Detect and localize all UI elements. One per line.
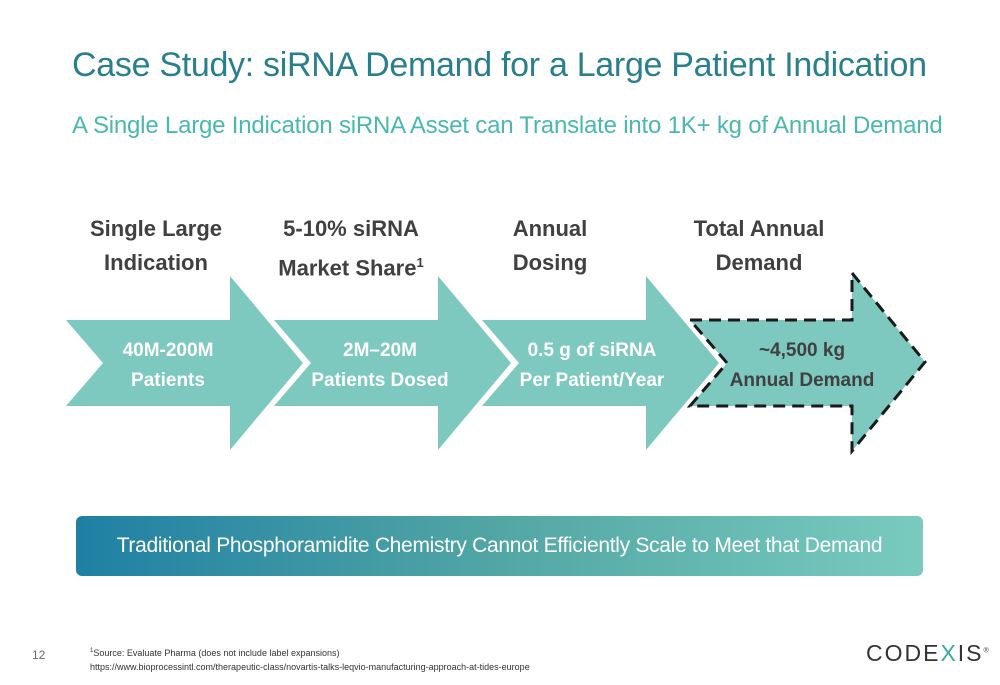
registered-mark: ® [983,647,989,655]
footnote: 1Source: Evaluate Pharma (does not inclu… [90,644,530,674]
footnote-url: https://www.bioprocessintl.com/therapeut… [90,662,530,672]
step-4-value-line1: ~4,500 kg [758,340,846,361]
step-1-value-line1: 40M-200M [122,340,214,361]
step-3-value-line1: 0.5 g of siRNA [527,340,657,361]
step-1-heading-line2: Indication [104,250,208,275]
step-3-value: 0.5 g of siRNA Per Patient/Year [492,336,692,396]
step-2-heading-line2: Market Share [278,255,417,281]
step-2-value-line1: 2M–20M [343,340,417,361]
page-number: 12 [32,648,46,662]
step-4-heading-line2: Demand [715,250,803,275]
step-2-heading: 5-10% siRNA Market Share1 [256,212,446,285]
conclusion-banner-text: Traditional Phosphoramidite Chemistry Ca… [116,534,883,557]
step-4-heading-line1: Total Annual [693,216,825,241]
slide-subtitle: A Single Large Indication siRNA Asset ca… [72,112,943,139]
step-3-value-line2: Per Patient/Year [519,370,665,391]
step-4-heading: Total Annual Demand [664,212,854,280]
logo-text-x: X [940,640,958,666]
conclusion-banner: Traditional Phosphoramidite Chemistry Ca… [76,516,923,576]
step-3-heading-line2: Dosing [512,250,588,275]
arrow-step-1 [66,276,303,450]
step-1-heading: Single Large Indication [61,212,251,280]
step-1-value: 40M-200M Patients [68,336,268,396]
arrow-step-3 [482,276,719,450]
codexis-logo: CODEXIS® [866,640,989,667]
footnote-source: Source: Evaluate Pharma (does not includ… [93,648,340,658]
logo-text-is: IS [957,640,984,666]
step-2-value-line2: Patients Dosed [311,370,449,391]
step-4-value: ~4,500 kg Annual Demand [702,336,902,396]
step-2-value: 2M–20M Patients Dosed [280,336,480,396]
slide-title: Case Study: siRNA Demand for a Large Pat… [72,46,927,84]
step-2-heading-line1: 5-10% siRNA [283,216,419,241]
step-3-heading-line1: Annual [512,216,588,241]
arrow-step-4-dashed [686,268,927,456]
footnote-number: 1 [90,648,94,654]
step-1-heading-line1: Single Large [89,216,223,241]
footnote-marker: 1 [416,255,424,270]
step-1-value-line2: Patients [131,370,205,391]
arrow-step-2 [274,276,511,450]
step-4-value-line2: Annual Demand [729,370,875,391]
logo-text-code: CODE [866,640,941,666]
step-3-heading: Annual Dosing [455,212,645,280]
